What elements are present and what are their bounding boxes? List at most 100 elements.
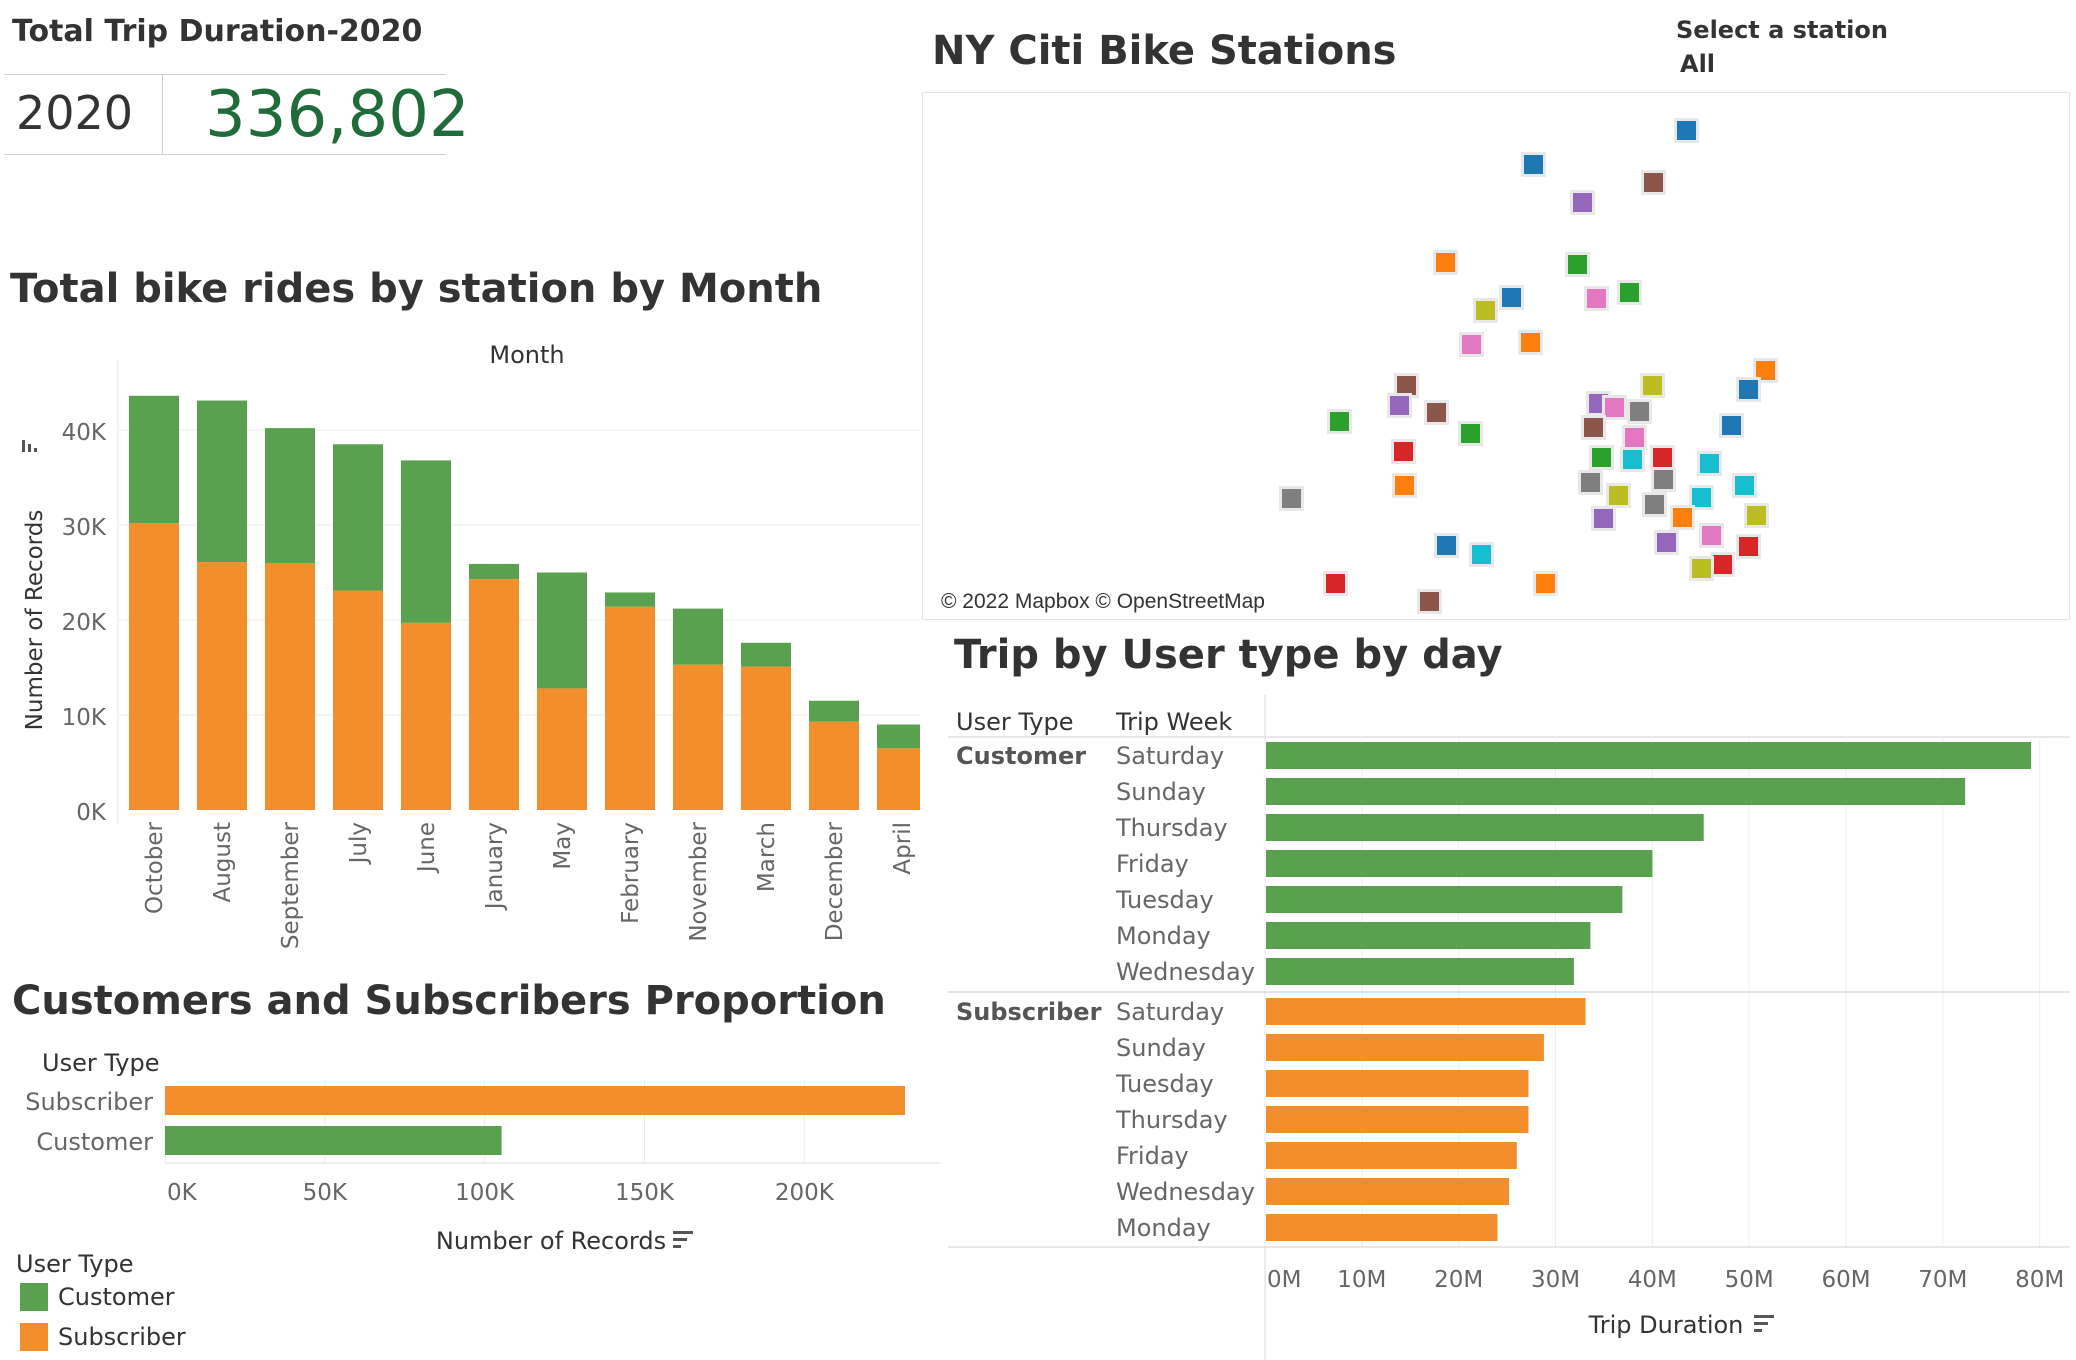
- bar-subscriber-october[interactable]: [129, 523, 179, 810]
- station-marker[interactable]: [1654, 530, 1679, 555]
- bar-customer-may[interactable]: [537, 572, 587, 689]
- bar-subscriber[interactable]: [165, 1086, 905, 1115]
- station-marker[interactable]: [1499, 285, 1524, 310]
- bar-customer-december[interactable]: [809, 700, 859, 722]
- legend-item-subscriber[interactable]: Subscriber: [20, 1322, 186, 1352]
- sort-icon[interactable]: [1754, 1315, 1774, 1318]
- station-marker[interactable]: [1433, 250, 1458, 275]
- station-marker[interactable]: [1670, 505, 1695, 530]
- bar-customer-september[interactable]: [265, 428, 315, 563]
- station-marker[interactable]: [1699, 523, 1724, 548]
- station-marker[interactable]: [1641, 170, 1666, 195]
- station-marker[interactable]: [1736, 377, 1761, 402]
- bar-subscriber-december[interactable]: [809, 721, 859, 810]
- sort-icon[interactable]: [1754, 1329, 1762, 1332]
- station-marker[interactable]: [1473, 298, 1498, 323]
- bar-subscriber-january[interactable]: [469, 579, 519, 810]
- station-marker[interactable]: [1591, 506, 1616, 531]
- bar-customer-tuesday[interactable]: [1266, 886, 1623, 913]
- sort-icon[interactable]: [34, 448, 37, 452]
- station-marker[interactable]: [1640, 373, 1665, 398]
- station-marker[interactable]: [1589, 445, 1614, 470]
- bar-customer-november[interactable]: [673, 608, 723, 665]
- bar-subscriber-tuesday[interactable]: [1266, 1070, 1529, 1097]
- station-marker[interactable]: [1620, 447, 1645, 472]
- station-marker[interactable]: [1279, 486, 1304, 511]
- station-marker[interactable]: [1578, 470, 1603, 495]
- bar-customer-june[interactable]: [401, 460, 451, 623]
- station-marker[interactable]: [1581, 415, 1606, 440]
- station-marker[interactable]: [1584, 286, 1609, 311]
- bar-subscriber-september[interactable]: [265, 563, 315, 810]
- station-marker[interactable]: [1736, 534, 1761, 559]
- bar-customer-sunday[interactable]: [1266, 778, 1966, 805]
- bar-customer-march[interactable]: [741, 642, 791, 667]
- station-marker[interactable]: [1417, 589, 1442, 614]
- station-marker[interactable]: [1719, 413, 1744, 438]
- bar-subscriber-july[interactable]: [333, 590, 383, 810]
- station-filter-dropdown[interactable]: All: [1680, 50, 1716, 78]
- station-marker[interactable]: [1424, 400, 1449, 425]
- station-marker[interactable]: [1469, 542, 1494, 567]
- station-marker[interactable]: [1323, 571, 1348, 596]
- bar-subscriber-march[interactable]: [741, 666, 791, 810]
- bar-subscriber-saturday[interactable]: [1266, 998, 1586, 1025]
- bar-customer-friday[interactable]: [1266, 850, 1653, 877]
- bar-customer-october[interactable]: [129, 395, 179, 524]
- sort-icon[interactable]: [22, 440, 25, 452]
- bar-subscriber-thursday[interactable]: [1266, 1106, 1529, 1133]
- station-marker[interactable]: [1392, 473, 1417, 498]
- station-marker[interactable]: [1565, 252, 1590, 277]
- legend-item-customer[interactable]: Customer: [20, 1282, 175, 1312]
- bar-customer-january[interactable]: [469, 563, 519, 580]
- sort-icon[interactable]: [673, 1238, 687, 1241]
- map-attribution[interactable]: © 2022 Mapbox © OpenStreetMap: [937, 590, 1269, 614]
- bar-subscriber-monday[interactable]: [1266, 1214, 1498, 1241]
- station-marker[interactable]: [1391, 439, 1416, 464]
- bar-customer-february[interactable]: [605, 592, 655, 607]
- bar-subscriber-sunday[interactable]: [1266, 1034, 1544, 1061]
- station-marker[interactable]: [1744, 503, 1769, 528]
- station-marker[interactable]: [1387, 393, 1412, 418]
- bar-customer-july[interactable]: [333, 444, 383, 591]
- bar-subscriber-april[interactable]: [877, 748, 920, 810]
- station-marker[interactable]: [1674, 118, 1699, 143]
- station-marker[interactable]: [1434, 533, 1459, 558]
- station-marker[interactable]: [1606, 483, 1631, 508]
- station-marker[interactable]: [1518, 330, 1543, 355]
- bar-subscriber-november[interactable]: [673, 664, 723, 810]
- bar-customer-monday[interactable]: [1266, 922, 1591, 949]
- sort-icon[interactable]: [1754, 1322, 1768, 1325]
- bar-customer[interactable]: [165, 1126, 502, 1155]
- sort-icon[interactable]: [673, 1245, 681, 1248]
- station-marker[interactable]: [1459, 332, 1484, 357]
- bar-customer-saturday[interactable]: [1266, 742, 2031, 769]
- station-marker[interactable]: [1570, 190, 1595, 215]
- bar-subscriber-june[interactable]: [401, 622, 451, 810]
- station-marker[interactable]: [1602, 395, 1627, 420]
- kpi-divider-vertical: [162, 74, 163, 154]
- sort-icon[interactable]: [28, 444, 31, 452]
- station-marker[interactable]: [1689, 556, 1714, 581]
- station-marker[interactable]: [1732, 473, 1757, 498]
- bar-customer-april[interactable]: [877, 724, 920, 749]
- bar-customer-wednesday[interactable]: [1266, 958, 1574, 985]
- station-marker[interactable]: [1617, 280, 1642, 305]
- station-marker[interactable]: [1458, 421, 1483, 446]
- bar-customer-thursday[interactable]: [1266, 814, 1704, 841]
- bar-subscriber-wednesday[interactable]: [1266, 1178, 1510, 1205]
- bar-customer-august[interactable]: [197, 400, 247, 563]
- station-marker[interactable]: [1697, 451, 1722, 476]
- station-marker[interactable]: [1327, 409, 1352, 434]
- station-marker[interactable]: [1642, 492, 1667, 517]
- station-marker[interactable]: [1651, 467, 1676, 492]
- bar-subscriber-friday[interactable]: [1266, 1142, 1517, 1169]
- bar-subscriber-august[interactable]: [197, 562, 247, 810]
- station-marker[interactable]: [1521, 152, 1546, 177]
- station-marker[interactable]: [1533, 571, 1558, 596]
- station-map[interactable]: [922, 92, 2070, 620]
- sort-icon[interactable]: [673, 1231, 693, 1234]
- station-marker[interactable]: [1627, 399, 1652, 424]
- bar-subscriber-february[interactable]: [605, 606, 655, 810]
- bar-subscriber-may[interactable]: [537, 688, 587, 810]
